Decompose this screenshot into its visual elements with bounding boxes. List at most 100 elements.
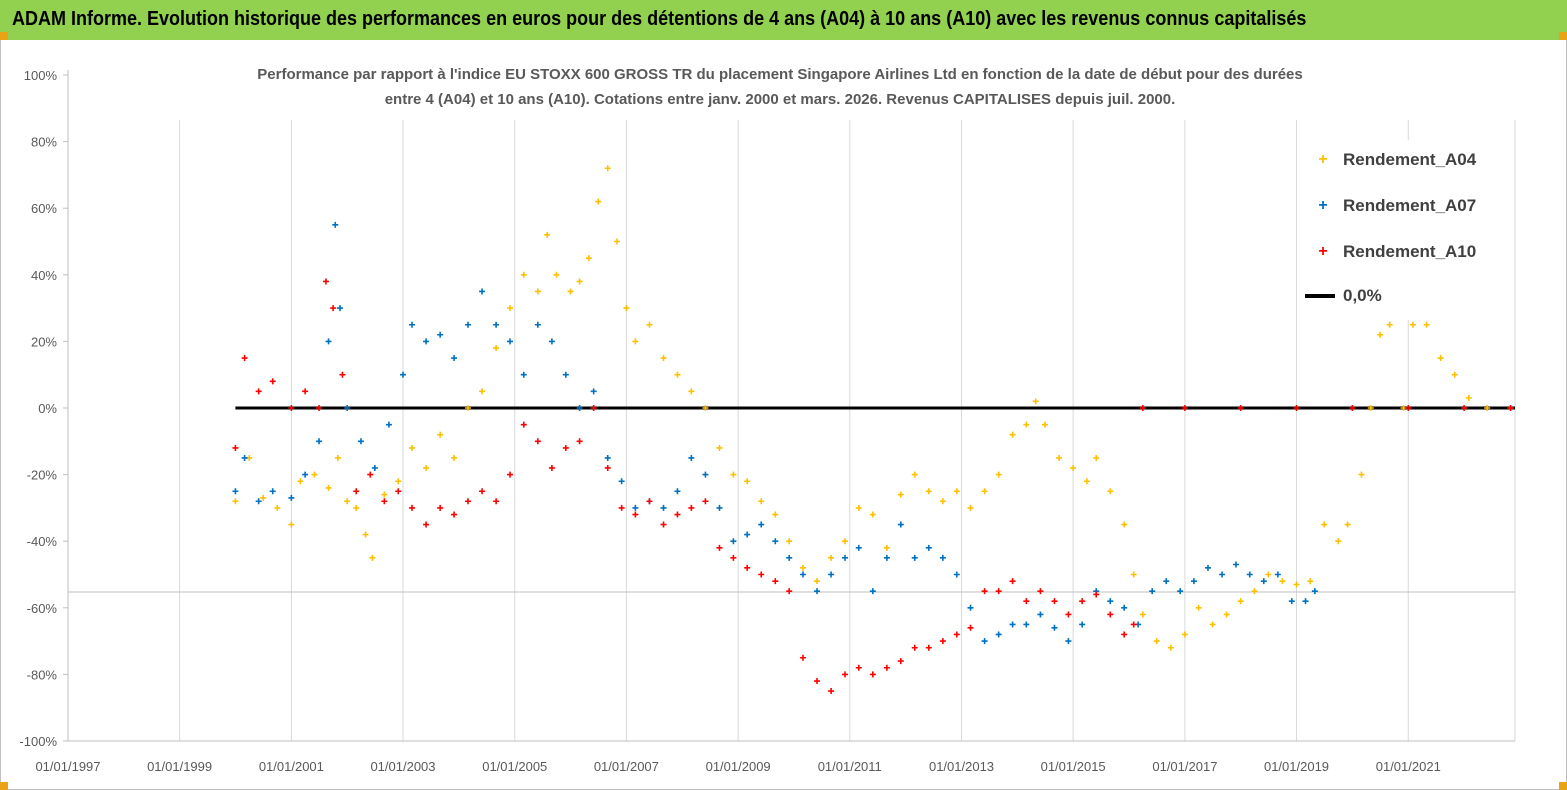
data-point-a10 [269, 378, 276, 385]
data-point-a04 [369, 554, 376, 561]
y-tick-label: -60% [27, 601, 58, 616]
y-tick-label: -80% [27, 667, 58, 682]
data-point-a10 [451, 511, 458, 518]
data-point-a10 [925, 644, 932, 651]
data-point-a04 [1344, 521, 1351, 528]
series-a04 [232, 165, 1514, 651]
x-tick-label: 01/01/2013 [929, 759, 994, 774]
data-point-a07 [967, 604, 974, 611]
data-point-a04 [786, 538, 793, 545]
data-point-a04 [1265, 571, 1272, 578]
data-point-a04 [1223, 611, 1230, 618]
data-point-a10 [1121, 631, 1128, 638]
legend-marker-a04: + [1318, 151, 1328, 168]
data-point-a04 [1437, 355, 1444, 362]
data-point-a10 [353, 488, 360, 495]
data-point-a07 [464, 321, 471, 328]
y-tick-label: 40% [31, 268, 57, 283]
data-point-a10 [702, 498, 709, 505]
data-point-a04 [897, 491, 904, 498]
legend-label-zero-line: 0,0% [1343, 286, 1382, 305]
data-point-a07 [1107, 598, 1114, 605]
data-point-a10 [618, 504, 625, 511]
data-point-a07 [842, 554, 849, 561]
data-point-a04 [585, 255, 592, 262]
data-point-a04 [604, 165, 611, 172]
data-point-a10 [1009, 578, 1016, 585]
data-point-a07 [744, 531, 751, 538]
data-point-a10 [330, 305, 337, 312]
data-point-a10 [409, 504, 416, 511]
y-tick-label: 0% [38, 401, 57, 416]
data-point-a04 [334, 454, 341, 461]
data-point-a10 [855, 664, 862, 671]
y-tick-label: 60% [31, 201, 57, 216]
data-point-a07 [493, 321, 500, 328]
data-point-a07 [357, 438, 364, 445]
data-point-a04 [1209, 621, 1216, 628]
data-point-a10 [437, 504, 444, 511]
legend-item-a07: + Rendement_A07 [1303, 194, 1476, 218]
data-point-a07 [799, 571, 806, 578]
data-point-a10 [322, 278, 329, 285]
legend-line-zero [1305, 294, 1335, 298]
data-point-a10 [590, 405, 597, 411]
y-tick-label: 80% [31, 135, 57, 150]
data-point-a04 [1423, 321, 1430, 328]
data-point-a07 [288, 494, 295, 501]
data-point-a04 [595, 198, 602, 205]
data-point-a07 [772, 538, 779, 545]
data-point-a07 [1149, 588, 1156, 595]
data-point-a04 [772, 511, 779, 518]
data-point-a07 [1190, 578, 1197, 585]
data-point-a07 [618, 478, 625, 485]
data-point-a04 [646, 321, 653, 328]
x-tick-label: 01/01/2015 [1041, 759, 1106, 774]
data-point-a10 [423, 521, 430, 528]
x-tick-label: 01/01/2003 [370, 759, 435, 774]
data-point-a07 [1219, 571, 1226, 578]
x-tick-label: 01/01/2007 [594, 759, 659, 774]
data-point-a07 [576, 405, 583, 411]
data-point-a04 [493, 345, 500, 352]
data-point-a10 [534, 438, 541, 445]
data-point-a07 [828, 571, 835, 578]
legend-item-a04: + Rendement_A04 [1303, 148, 1476, 172]
data-point-a07 [688, 454, 695, 461]
data-point-a07 [437, 331, 444, 338]
data-point-a07 [1288, 598, 1295, 605]
data-point-a04 [437, 431, 444, 438]
data-point-a10 [772, 578, 779, 585]
data-point-a10 [1093, 591, 1100, 598]
data-point-a04 [260, 494, 267, 501]
y-tick-label: -100% [19, 734, 57, 749]
data-point-a07 [702, 471, 709, 478]
data-point-a07 [1177, 588, 1184, 595]
data-point-a07 [716, 504, 723, 511]
legend-marker-a10: + [1318, 243, 1328, 260]
data-point-a10 [1023, 598, 1030, 605]
data-point-a10 [995, 588, 1002, 595]
data-point-a10 [1507, 405, 1514, 411]
data-point-a07 [1009, 621, 1016, 628]
chart-title: Performance par rapport à l'indice EU ST… [140, 62, 1420, 112]
data-point-a10 [869, 671, 876, 678]
corner-marker [1559, 32, 1567, 40]
data-point-a07 [302, 471, 309, 478]
x-tick-label: 01/01/1997 [35, 759, 100, 774]
data-point-a07 [674, 488, 681, 495]
data-point-a04 [1107, 488, 1114, 495]
data-point-a07 [562, 371, 569, 378]
data-point-a04 [814, 578, 821, 585]
data-point-a10 [1461, 405, 1468, 411]
data-point-a04 [1070, 464, 1077, 471]
legend-label-a04: Rendement_A04 [1343, 150, 1477, 169]
data-point-a10 [814, 678, 821, 685]
x-tick-label: 01/01/2009 [706, 759, 771, 774]
data-point-a04 [1181, 631, 1188, 638]
data-point-a07 [534, 321, 541, 328]
data-point-a04 [534, 288, 541, 295]
data-point-a10 [1130, 621, 1137, 628]
data-point-a04 [702, 405, 709, 411]
data-point-a10 [367, 471, 374, 478]
